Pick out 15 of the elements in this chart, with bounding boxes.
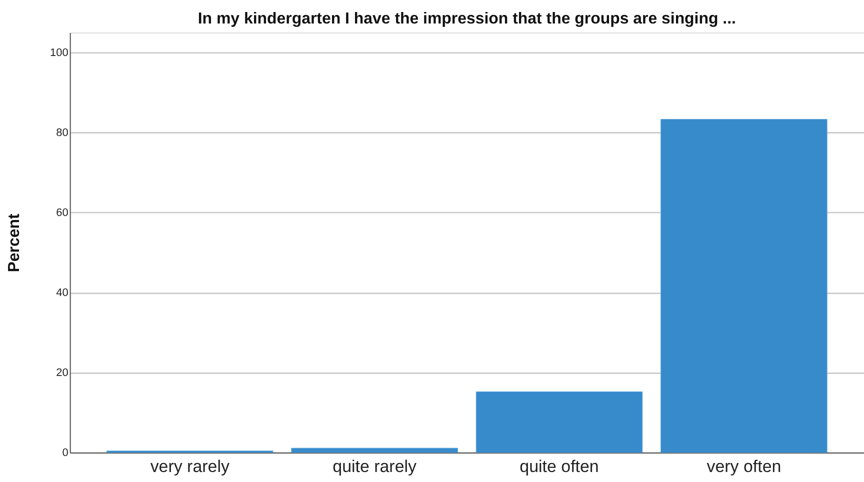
y-tick-label: 20: [56, 366, 68, 379]
bar: [476, 391, 643, 453]
y-axis-title: Percent: [6, 213, 24, 272]
y-tick-label: 80: [56, 126, 68, 139]
bar: [660, 119, 828, 453]
y-tick-label: 100: [50, 46, 68, 59]
x-tick-label: very often: [706, 456, 782, 476]
x-tick-label: quite rarely: [332, 456, 418, 476]
y-tick-label: 40: [56, 286, 68, 299]
y-tick-label: 0: [62, 447, 68, 459]
y-tick-label: 60: [56, 206, 68, 219]
bar: [291, 448, 458, 453]
x-tick-label: very rarely: [150, 456, 230, 476]
x-tick-label: quite often: [520, 456, 599, 476]
chart-title: In my kindergarten I have the impression that the groups are singing ...: [198, 10, 736, 28]
